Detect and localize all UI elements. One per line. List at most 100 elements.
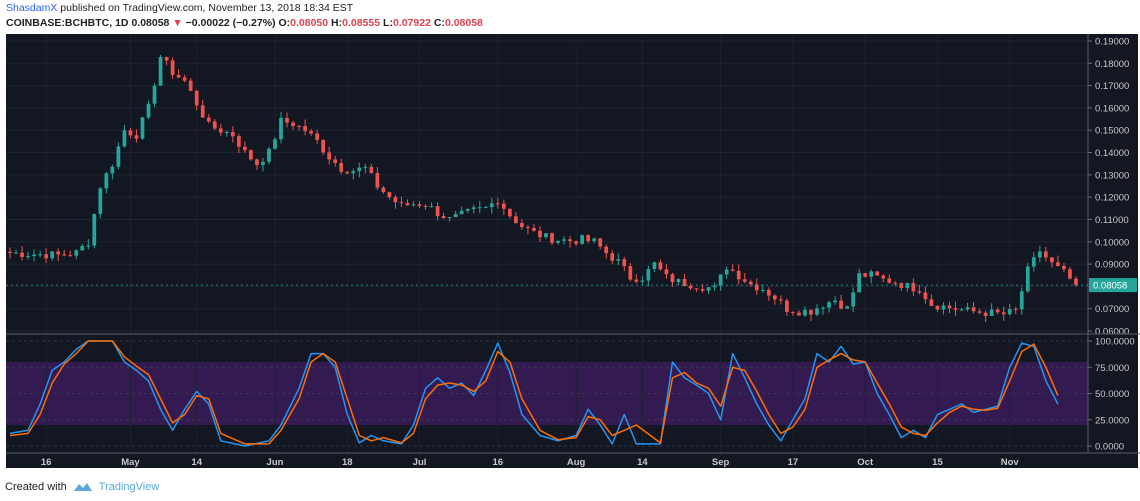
candle-body xyxy=(261,161,265,166)
candle-body xyxy=(616,259,621,261)
candle-body xyxy=(911,282,916,292)
candle-body xyxy=(682,278,687,286)
candle-body xyxy=(724,269,729,275)
candle-body xyxy=(809,309,813,315)
price-tick-label: 0.17000 xyxy=(1095,81,1129,92)
candle-body xyxy=(977,311,982,313)
stoch-tick-label: 75.0000 xyxy=(1095,363,1129,374)
candle-body xyxy=(170,60,175,76)
candle-body xyxy=(1001,312,1006,315)
ohlc-legend: COINBASE:BCHBTC, 1D 0.08058 ▼ −0.00022 (… xyxy=(6,17,483,29)
candle-body xyxy=(357,167,362,172)
candle-body xyxy=(899,283,904,288)
candle-body xyxy=(935,305,940,310)
publish-info: published on TradingView.com, November 1… xyxy=(60,2,354,14)
candle-body xyxy=(339,163,344,172)
candle-body xyxy=(369,166,374,174)
candle-body xyxy=(598,238,603,247)
candle-body xyxy=(1025,266,1030,292)
candle-body xyxy=(881,275,886,279)
price-tick-label: 0.13000 xyxy=(1095,170,1129,181)
candle-body xyxy=(658,262,663,270)
tradingview-logo-icon xyxy=(73,483,92,491)
price-tick-label: 0.15000 xyxy=(1095,126,1129,137)
time-tick-label: Jun xyxy=(267,457,284,468)
brand-link[interactable]: TradingView xyxy=(98,481,160,493)
candle-body xyxy=(670,274,675,283)
candle-body xyxy=(688,285,693,289)
candle-body xyxy=(833,300,837,303)
candle-body xyxy=(98,188,103,214)
candle-body xyxy=(285,117,289,123)
candle-body xyxy=(1043,251,1048,258)
candle-body xyxy=(983,312,988,316)
candle-body xyxy=(345,171,350,174)
candle-body xyxy=(333,159,338,164)
time-tick-label: Aug xyxy=(567,457,586,468)
candle-body xyxy=(477,207,482,209)
candle-body xyxy=(363,166,368,168)
candle-body xyxy=(580,235,585,244)
candle-body xyxy=(429,206,434,208)
candle-body xyxy=(845,306,849,309)
close-label: C: xyxy=(433,17,445,29)
candle-body xyxy=(742,279,747,282)
candle-body xyxy=(92,213,97,246)
created-with-label: Created with xyxy=(5,481,67,493)
candle-body xyxy=(507,208,512,217)
candle-body xyxy=(712,285,717,288)
candle-body xyxy=(303,125,307,132)
candle-body xyxy=(821,307,825,309)
candle-body xyxy=(779,299,783,301)
candle-body xyxy=(8,251,12,254)
candle-body xyxy=(736,270,741,280)
candle-body xyxy=(664,269,669,275)
high-value: 0.08555 xyxy=(342,17,381,29)
candle-body xyxy=(50,251,55,259)
candle-body xyxy=(152,85,157,104)
candle-body xyxy=(947,305,952,309)
price-tick-label: 0.14000 xyxy=(1095,148,1129,159)
candle-body xyxy=(1013,308,1018,310)
candle-body xyxy=(538,230,542,238)
candle-body xyxy=(273,139,277,149)
candle-body xyxy=(544,233,548,238)
candle-body xyxy=(959,309,964,311)
candle-body xyxy=(562,239,566,241)
candle-body xyxy=(640,280,645,282)
author-link[interactable]: ShasdamX xyxy=(6,2,58,14)
time-tick-label: Sep xyxy=(712,457,730,468)
candle-body xyxy=(327,152,332,160)
candle-body xyxy=(140,117,145,139)
candle-body xyxy=(134,135,139,139)
price-tick-label: 0.16000 xyxy=(1095,103,1129,114)
close-value: 0.08058 xyxy=(444,17,483,29)
candle-body xyxy=(387,192,392,198)
candle-body xyxy=(941,305,946,310)
candle-body xyxy=(851,292,856,307)
candle-body xyxy=(315,133,320,141)
price-tick-label: 0.11000 xyxy=(1095,215,1129,226)
candle-body xyxy=(459,210,464,215)
price-tick-label: 0.10000 xyxy=(1095,237,1129,248)
candle-body xyxy=(26,256,30,258)
time-tick-label: Nov xyxy=(1001,457,1020,468)
candle-body xyxy=(875,271,880,276)
stoch-tick-label: 0.0000 xyxy=(1095,442,1124,453)
candle-body xyxy=(230,132,235,137)
candle-body xyxy=(574,241,578,244)
last-value: 0.08058 xyxy=(131,17,170,29)
candle-body xyxy=(785,300,789,312)
candle-body xyxy=(62,254,67,256)
candle-body xyxy=(1056,262,1060,266)
candle-body xyxy=(797,312,801,316)
candle-body xyxy=(381,187,386,193)
candle-body xyxy=(212,121,217,129)
candle-body xyxy=(791,311,795,313)
down-arrow-icon: ▼ xyxy=(172,17,183,29)
candle-body xyxy=(243,146,247,151)
candle-body xyxy=(465,208,470,211)
candle-body xyxy=(803,309,807,316)
candle-body xyxy=(182,77,187,81)
